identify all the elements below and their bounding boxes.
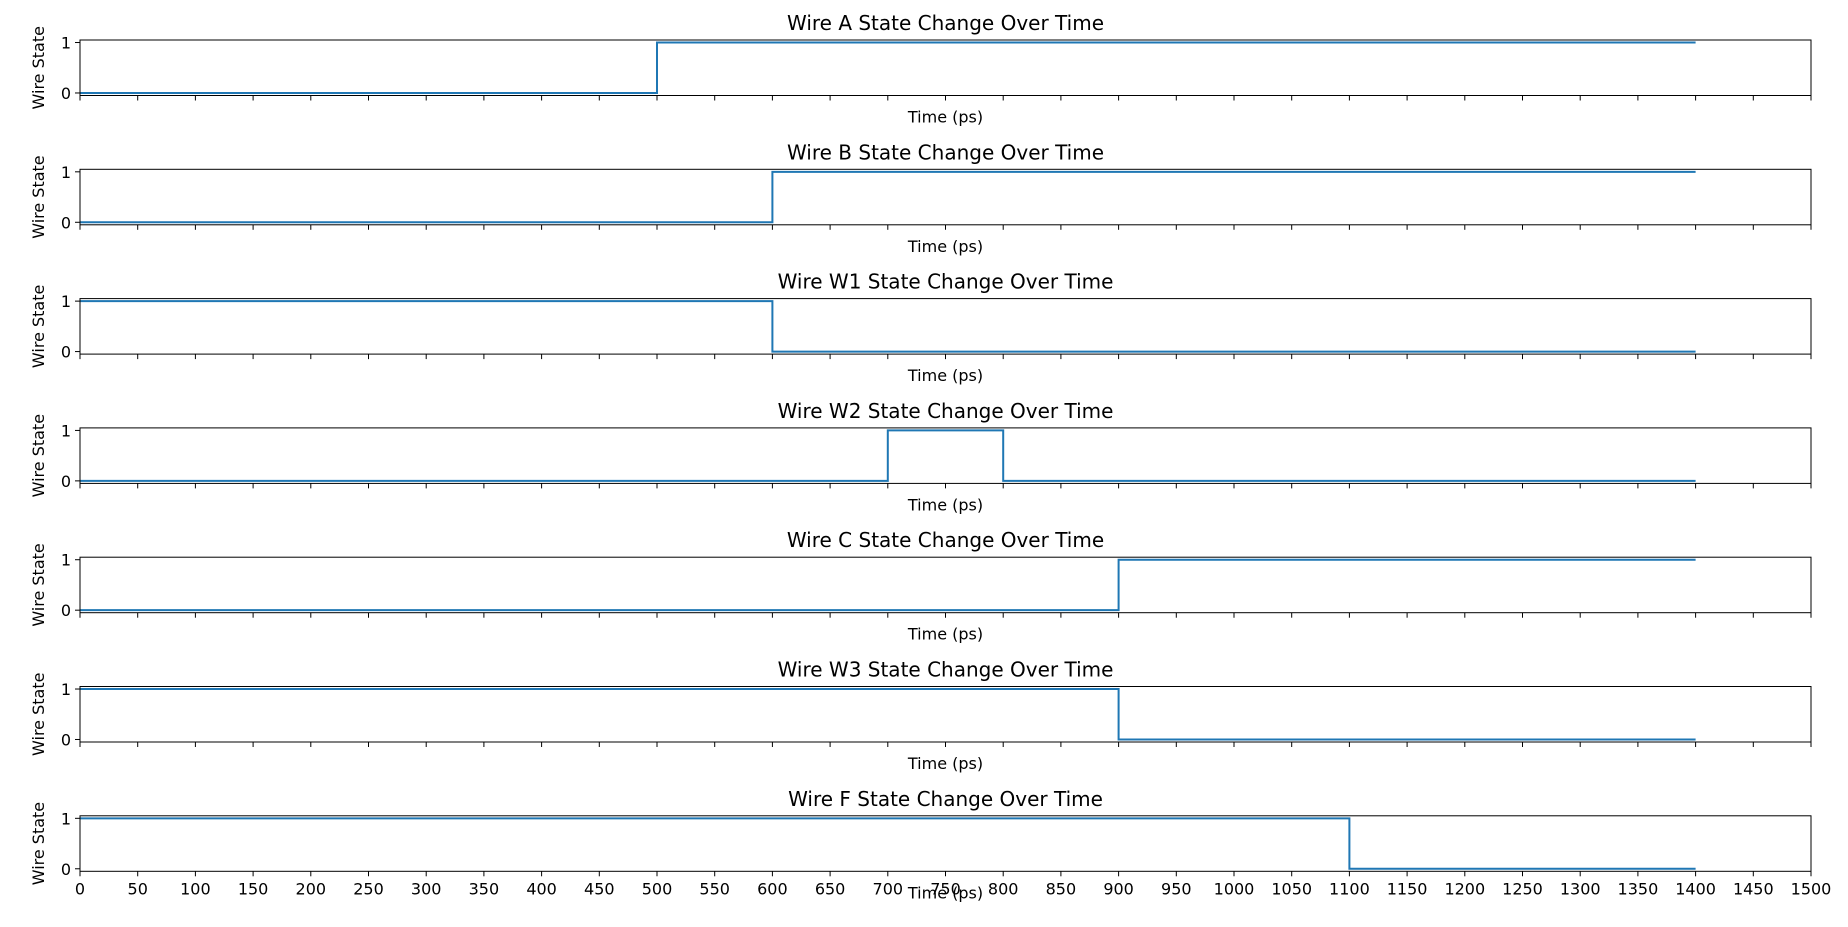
axes-frame <box>79 298 1812 355</box>
y-axis-label: Wire State <box>29 155 48 238</box>
x-tick-label: 850 <box>1046 879 1077 898</box>
wire-state-series-line <box>80 429 1696 482</box>
axes-frame <box>79 556 1812 614</box>
x-tick-label: 1450 <box>1733 879 1774 898</box>
x-tick-label: 750 <box>930 879 961 898</box>
subplot-title: Wire A State Change Over Time <box>787 11 1104 35</box>
axes-frame <box>79 168 1812 226</box>
x-tick-label: 400 <box>526 879 557 898</box>
subplot-3: Wire W2 State Change Over Time Wire State… <box>29 399 1812 514</box>
x-tick-label: 100 <box>180 879 211 898</box>
y-tick-label: 0 <box>61 730 71 749</box>
y-tick-label: 1 <box>61 292 71 311</box>
subplot-2: Wire W1 State Change Over Time Wire State… <box>29 270 1812 385</box>
x-axis-label: Time (ps) <box>907 366 983 385</box>
y-tick-label: 1 <box>61 551 71 570</box>
y-tick-label: 1 <box>61 163 71 182</box>
subplot-5: Wire W3 State Change Over Time Wire State… <box>29 658 1812 773</box>
x-tick-label: 1150 <box>1387 879 1428 898</box>
subplot-1: Wire B State Change Over Time Wire State T… <box>29 140 1812 256</box>
subplot-title: Wire W2 State Change Over Time <box>778 399 1114 423</box>
wire-state-series-line <box>80 688 1696 741</box>
x-tick-label: 1350 <box>1618 879 1659 898</box>
x-tick-label: 450 <box>584 879 615 898</box>
x-tick-label: 700 <box>873 879 904 898</box>
x-tick-label: 300 <box>411 879 442 898</box>
x-tick-label: 900 <box>1103 879 1134 898</box>
x-tick-label: 1100 <box>1329 879 1370 898</box>
x-tick-label: 350 <box>469 879 500 898</box>
subplot-title: Wire W3 State Change Over Time <box>778 658 1114 682</box>
x-tick-label: 1000 <box>1214 879 1255 898</box>
subplot-title: Wire F State Change Over Time <box>788 787 1103 811</box>
x-axis-label: Time (ps) <box>907 495 983 514</box>
x-tick-label: 0 <box>75 879 85 898</box>
axes-frame <box>79 815 1812 872</box>
wire-state-series-line <box>80 41 1696 94</box>
y-axis-label: Wire State <box>29 26 48 109</box>
y-tick-label: 1 <box>61 680 71 699</box>
x-tick-label: 200 <box>296 879 327 898</box>
x-axis-label: Time (ps) <box>907 883 983 902</box>
y-tick-label: 1 <box>61 809 71 828</box>
subplot-4: Wire C State Change Over Time Wire State T… <box>29 528 1812 644</box>
y-tick-label: 0 <box>61 84 71 103</box>
x-tick-label: 1400 <box>1675 879 1716 898</box>
x-tick-label: 150 <box>238 879 269 898</box>
x-tick-label: 500 <box>642 879 673 898</box>
y-tick-label: 1 <box>61 34 71 53</box>
x-tick-label: 1300 <box>1560 879 1601 898</box>
subplot-title: Wire C State Change Over Time <box>787 528 1104 552</box>
subplot-title: Wire W1 State Change Over Time <box>778 270 1114 294</box>
subplot-6: Wire F State Change Over Time Wire State T… <box>29 787 1831 903</box>
axes-frame <box>79 686 1812 743</box>
x-tick-label: 1500 <box>1791 879 1832 898</box>
x-axis-label: Time (ps) <box>907 237 983 256</box>
x-tick-label: 800 <box>988 879 1019 898</box>
x-tick-label: 50 <box>128 879 148 898</box>
x-tick-label: 950 <box>1161 879 1192 898</box>
x-tick-label: 550 <box>699 879 730 898</box>
x-tick-label: 1250 <box>1502 879 1543 898</box>
y-axis-label: Wire State <box>29 673 48 756</box>
x-tick-label: 1200 <box>1444 879 1485 898</box>
y-tick-label: 0 <box>61 213 71 232</box>
y-tick-label: 0 <box>61 343 71 362</box>
axes-frame <box>79 427 1812 484</box>
axes-frame <box>79 39 1812 96</box>
y-tick-label: 0 <box>61 601 71 620</box>
y-axis-label: Wire State <box>29 414 48 497</box>
y-tick-label: 1 <box>61 421 71 440</box>
x-axis-label: Time (ps) <box>907 108 983 127</box>
wire-state-series-line <box>80 817 1696 870</box>
subplot-0: Wire A State Change Over Time Wire State T… <box>29 11 1812 127</box>
x-axis-label: Time (ps) <box>907 754 983 773</box>
x-tick-label: 600 <box>757 879 788 898</box>
y-tick-label: 0 <box>61 860 71 879</box>
y-axis-label: Wire State <box>29 802 48 885</box>
x-tick-label: 250 <box>353 879 384 898</box>
y-axis-label: Wire State <box>29 543 48 626</box>
wire-state-series-line <box>80 170 1696 224</box>
y-axis-label: Wire State <box>29 285 48 368</box>
wire-state-series-line <box>80 300 1696 353</box>
x-tick-label: 650 <box>815 879 846 898</box>
x-tick-label: 1050 <box>1271 879 1312 898</box>
subplot-title: Wire B State Change Over Time <box>787 140 1104 164</box>
wire-state-series-line <box>80 558 1696 612</box>
x-axis-label: Time (ps) <box>907 625 983 644</box>
y-tick-label: 0 <box>61 472 71 491</box>
